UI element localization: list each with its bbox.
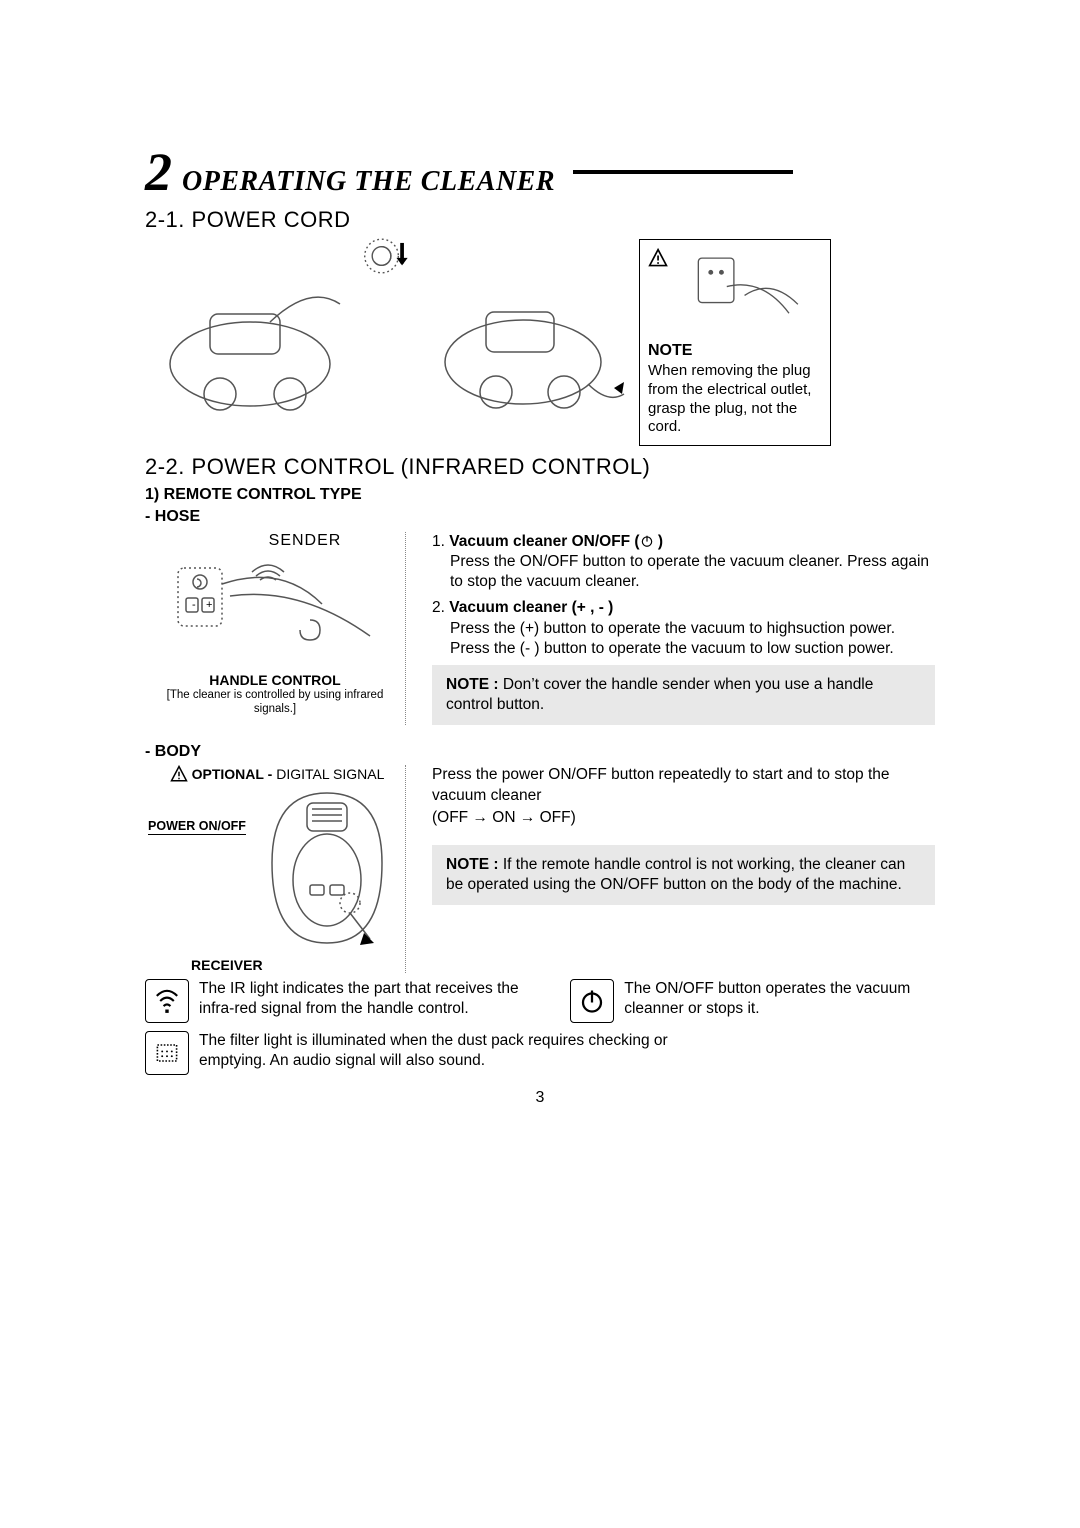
body-left-column: OPTIONAL - DIGITAL SIGNAL POWER ON/OFF (145, 765, 405, 973)
hose-left-column: SENDER - + (145, 532, 405, 717)
handle-control-label: HANDLE CONTROL (209, 672, 340, 688)
note1-label: NOTE : (446, 676, 499, 693)
power-cord-note-box: NOTE When removing the plug from the ele… (639, 239, 831, 446)
onoff-text: The ON/OFF button operates the vacuum cl… (624, 979, 935, 1023)
hose-handle-illustration: - + (160, 550, 390, 670)
remote-control-type-label: 1) REMOTE CONTROL TYPE (145, 486, 935, 504)
manual-page: 2 OPERATING THE CLEANER 2-1. POWER CORD (145, 145, 935, 1107)
item2-title: Vacuum cleaner (+ , - ) (449, 599, 613, 616)
svg-text:+: + (206, 599, 212, 611)
item1-body: Press the ON/OFF button to operate the v… (450, 552, 935, 592)
body-subsection: - BODY OPTIONAL - DIGITAL SIGNAL POWER O… (145, 743, 935, 1075)
optional-line: OPTIONAL - DIGITAL SIGNAL (170, 765, 385, 783)
chapter-title: OPERATING THE CLEANER (182, 166, 555, 198)
icon-legend-row-1: The IR light indicates the part that rec… (145, 979, 935, 1023)
filter-text: The filter light is illuminated when the… (199, 1031, 739, 1071)
item2-body: Press the (+) button to operate the vacu… (450, 619, 935, 659)
body-right-column: Press the power ON/OFF button repeatedly… (406, 765, 935, 905)
warning-icon (170, 765, 188, 783)
hose-label: - HOSE (145, 508, 935, 526)
ir-text: The IR light indicates the part that rec… (199, 979, 546, 1023)
chapter-number: 2 (145, 145, 172, 199)
optional-rest: DIGITAL SIGNAL (276, 766, 384, 782)
vacuum-top-illustration (252, 785, 402, 955)
item1-title-suffix: ) (654, 533, 663, 550)
svg-text:-: - (192, 599, 196, 611)
filter-light-icon (145, 1031, 189, 1075)
ir-signal-icon (145, 979, 189, 1023)
warning-icon (648, 246, 668, 270)
chapter-header: 2 OPERATING THE CLEANER (145, 145, 935, 199)
note2-body: If the remote handle control is not work… (446, 856, 905, 893)
power-icon (640, 534, 654, 548)
note-shaded-2: NOTE : If the remote handle control is n… (432, 845, 935, 905)
power-cord-row: NOTE When removing the plug from the ele… (145, 239, 935, 446)
handle-control-sublabel: [The cleaner is controlled by using infr… (145, 688, 405, 717)
note-label: NOTE (648, 342, 822, 360)
section-2-2: 2-2. POWER CONTROL (INFRARED CONTROL) 1)… (145, 454, 935, 1075)
list-item-2: 2. Vacuum cleaner (+ , - ) Press the (+)… (432, 598, 935, 658)
body-right-text: Press the power ON/OFF button repeatedly… (432, 765, 935, 807)
receiver-label: RECEIVER (191, 957, 263, 973)
section-title: 2-1. POWER CORD (145, 207, 935, 233)
body-label: - BODY (145, 743, 935, 761)
vacuum-cord-extend-illustration (423, 239, 633, 419)
icon-legend-row-2: The filter light is illuminated when the… (145, 1031, 935, 1075)
note2-label: NOTE : (446, 856, 499, 873)
plug-hand-illustration (676, 246, 822, 336)
list-item-1: 1. Vacuum cleaner ON/OFF ( ) Press the O… (432, 532, 935, 592)
optional-bold: OPTIONAL - (192, 766, 273, 782)
note1-body: Don’t cover the handle sender when you u… (446, 676, 873, 713)
section-title: 2-2. POWER CONTROL (INFRARED CONTROL) (145, 454, 935, 480)
cord-rewind-icon (357, 221, 421, 291)
header-rule (573, 170, 793, 174)
item1-title: Vacuum cleaner ON/OFF ( (449, 533, 639, 550)
sender-label: SENDER (269, 532, 342, 550)
vacuum-cord-retract-illustration (145, 239, 355, 419)
page-number: 3 (145, 1089, 935, 1107)
note-shaded-1: NOTE : Don’t cover the handle sender whe… (432, 665, 935, 725)
body-right-seq: (OFF → ON → OFF) (432, 809, 935, 827)
power-onoff-label: POWER ON/OFF (148, 819, 246, 835)
power-button-icon (570, 979, 614, 1023)
note-text: When removing the plug from the electric… (648, 362, 822, 437)
hose-right-column: 1. Vacuum cleaner ON/OFF ( ) Press the O… (406, 532, 935, 725)
section-2-1: 2-1. POWER CORD (145, 207, 935, 446)
